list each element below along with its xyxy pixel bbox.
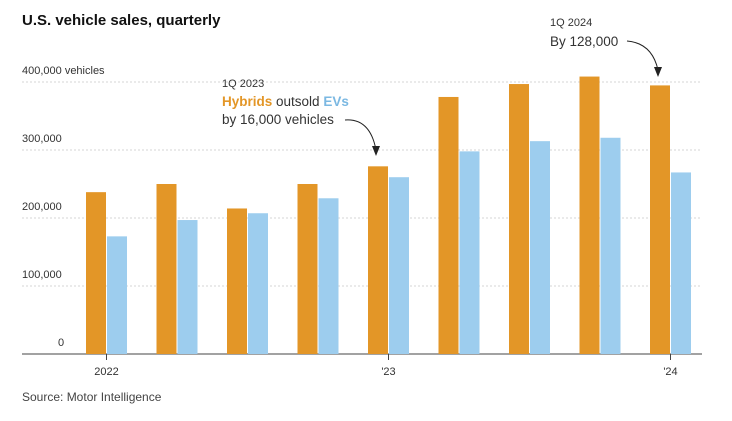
annotation-1-line1: Hybrids outsold EVs	[222, 94, 349, 109]
evs-bar	[318, 198, 339, 354]
annotation-1-arrow	[344, 119, 377, 151]
hybrids-bar	[579, 76, 600, 354]
annotation-2-line2: By 128,000	[550, 34, 618, 49]
evs-bar	[600, 137, 621, 354]
bars	[86, 76, 691, 355]
annotation-1-hybrids: Hybrids	[222, 94, 272, 109]
evs-bar	[177, 220, 198, 354]
y-tick-label: 200,000	[22, 201, 62, 213]
annotation-1-line2: by 16,000 vehicles	[222, 112, 334, 127]
y-tick-label: 100,000	[22, 269, 62, 281]
annotation-2-arrow	[626, 40, 659, 71]
evs-bar	[389, 177, 409, 354]
evs-bar	[459, 151, 480, 354]
x-axis: 2022 '23 '24	[94, 354, 678, 378]
hybrids-bar	[650, 85, 670, 355]
evs-bar	[107, 236, 127, 354]
gridlines: 0 100,000 200,000 300,000 400,000 vehicles	[22, 65, 702, 355]
evs-bar	[530, 141, 550, 354]
annotation-2-quarter: 1Q 2024	[550, 17, 592, 29]
evs-bar	[248, 213, 268, 354]
evs-bar	[671, 172, 691, 354]
annotation-1-evs: EVs	[323, 94, 349, 109]
hybrids-bar	[368, 166, 388, 354]
y-tick-label: 300,000	[22, 133, 62, 145]
annotation-1-quarter: 1Q 2023	[222, 78, 264, 90]
x-tick-label: '23	[381, 366, 395, 378]
hybrids-bar	[156, 184, 177, 354]
x-tick-label: '24	[663, 366, 677, 378]
hybrids-bar	[297, 184, 318, 354]
chart-title: U.S. vehicle sales, quarterly	[22, 12, 221, 29]
y-tick-label: 400,000 vehicles	[22, 65, 105, 77]
annotation-2-arrowhead	[654, 67, 662, 77]
hybrids-bar	[86, 192, 106, 354]
hybrids-bar	[227, 208, 247, 354]
y-tick-label: 0	[58, 337, 64, 349]
annotation-1-mid: outsold	[272, 94, 323, 109]
hybrids-bar	[509, 84, 529, 354]
annotation-1-arrowhead	[372, 146, 380, 156]
source-note: Source: Motor Intelligence	[22, 390, 162, 404]
hybrids-bar	[438, 96, 459, 355]
x-tick-label: 2022	[94, 366, 118, 378]
